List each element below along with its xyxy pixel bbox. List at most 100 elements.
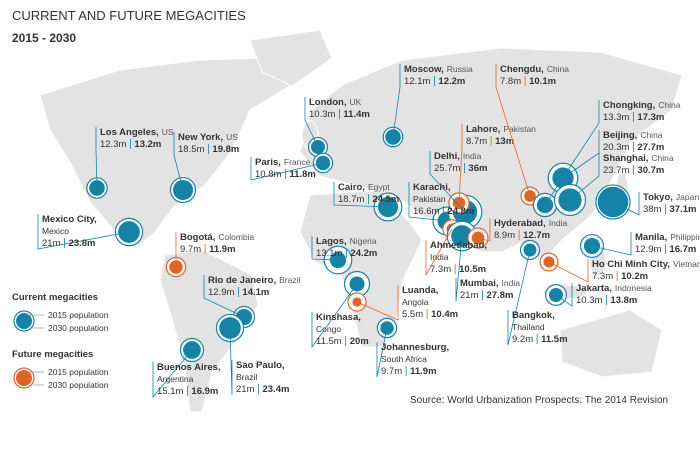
- country: China: [651, 153, 673, 163]
- leader-line: [408, 182, 448, 222]
- leader-line: [507, 249, 531, 346]
- city-name: Rio de Janeiro, Brazil: [208, 275, 300, 286]
- leader-line: [555, 283, 573, 307]
- city-name: Los Angeles, US: [100, 127, 174, 138]
- city: Ahmedabad,: [430, 240, 487, 251]
- city-name: London, UK: [309, 97, 362, 108]
- pop-2015: 12.9m: [208, 287, 234, 298]
- legend-item: 2030 population: [48, 323, 109, 333]
- city: Mexico City,: [42, 214, 97, 225]
- city: Ho Chi Minh City,: [592, 259, 670, 270]
- city-name: Lagos, Nigeria: [316, 236, 377, 247]
- country: Argentina: [157, 374, 194, 384]
- pop-2030: 23.8m: [68, 238, 95, 249]
- leader-line: [569, 153, 600, 201]
- leader-line: [591, 232, 632, 256]
- city-name: Hyderabad, India: [494, 218, 567, 229]
- city: Mumbai,: [460, 278, 499, 289]
- country: France: [284, 157, 311, 167]
- country: US: [226, 132, 238, 142]
- legend: Current megacities 2015 population 2030 po…: [12, 292, 109, 390]
- pop-2015: 12.3m: [100, 139, 126, 150]
- city: Lagos,: [316, 236, 347, 247]
- city: Luanda,: [402, 285, 438, 296]
- city: Manila,: [635, 232, 667, 243]
- city: Beijing,: [603, 130, 637, 141]
- country: UK: [349, 97, 361, 107]
- city: Moscow,: [404, 64, 444, 75]
- leader-line: [311, 283, 358, 349]
- leader-line: [95, 127, 98, 189]
- pop-2015: 9.2m: [512, 334, 533, 345]
- pop-2015: 13.1m: [316, 248, 342, 259]
- leader-line: [173, 132, 184, 191]
- pop-2015: 25.7m: [434, 163, 460, 174]
- city: Cairo,: [338, 182, 365, 193]
- legend-inner: [16, 370, 32, 386]
- country: Russia: [447, 64, 473, 74]
- country: Indonesia: [615, 283, 652, 293]
- country: Angola: [402, 297, 429, 307]
- pop-2015: 18.5m: [178, 144, 204, 155]
- leader-line: [229, 327, 233, 396]
- pop-2030: 13.2m: [134, 139, 161, 150]
- pop-2015: 10.8m: [255, 169, 281, 180]
- legend-item: 2015 population: [48, 310, 109, 320]
- city: Jakarta,: [576, 283, 612, 294]
- pop-2030: 11.8m: [289, 169, 315, 180]
- city-name: Karachi,: [413, 182, 451, 193]
- pop-2030: 27.8m: [486, 290, 513, 301]
- pop-2015: 23.7m: [603, 165, 629, 176]
- pop-2030: 20m: [350, 336, 369, 347]
- leader-line: [356, 285, 399, 321]
- city-name: Manila,Philippines: [635, 232, 700, 243]
- pop-2015: 15.1m: [157, 386, 183, 397]
- pop-2030: 37.1m: [669, 204, 696, 215]
- pop-2015: 20.3m: [603, 142, 629, 153]
- country: China: [658, 100, 680, 110]
- city-name: Johannesburg,: [381, 342, 449, 353]
- city-name: Ahmedabad,: [430, 240, 487, 251]
- city: Rio de Janeiro,: [208, 275, 276, 286]
- leader-line: [612, 192, 640, 216]
- legend-title: Future megacities: [12, 349, 93, 360]
- country: Congo: [316, 324, 341, 334]
- pop-2030: 11.9m: [410, 366, 436, 377]
- country: India: [502, 278, 521, 288]
- city: Kinshasa,: [316, 312, 361, 323]
- country: Pakistan: [503, 124, 536, 134]
- pop-2030: 13.8m: [610, 295, 637, 306]
- pop-2015: 12.9m: [635, 244, 661, 255]
- pop-2015: 38m: [643, 204, 662, 215]
- country: Thailand: [512, 322, 545, 332]
- country: Colombia: [218, 232, 254, 242]
- pop-2015: 11.5m: [316, 336, 342, 347]
- pop-2030: 19.8m: [212, 144, 239, 155]
- city: Tokyo,: [643, 192, 673, 203]
- pop-2015: 21m: [460, 290, 479, 301]
- pop-2030: 14.1m: [242, 287, 269, 298]
- city: Bogotá,: [180, 232, 215, 243]
- country: Brazil: [279, 275, 300, 285]
- pop-2015: 16.6m: [413, 206, 439, 217]
- country: Japan: [676, 192, 699, 202]
- pop-2030: 11.9m: [209, 244, 235, 255]
- country: Brazil: [236, 372, 257, 382]
- leader-line: [311, 236, 339, 261]
- country: US: [162, 127, 174, 137]
- city-name: Paris, France: [255, 157, 311, 168]
- pop-2015: 21m: [236, 384, 255, 395]
- city-name: New York, US: [178, 132, 238, 143]
- pop-2030: 12.7m: [523, 230, 550, 241]
- pop-2030: 10.2m: [621, 271, 648, 282]
- leader-line: [203, 275, 245, 318]
- country: Pakistan: [413, 194, 446, 204]
- pop-2030: 23.4m: [262, 384, 289, 395]
- city-name: Delhi, India: [434, 151, 482, 162]
- pop-2030: 24.2m: [350, 248, 377, 259]
- leader-line: [495, 64, 531, 197]
- city-name: Chengdu, China: [500, 64, 569, 75]
- city: Johannesburg,: [381, 342, 449, 353]
- city: Paris,: [255, 157, 281, 168]
